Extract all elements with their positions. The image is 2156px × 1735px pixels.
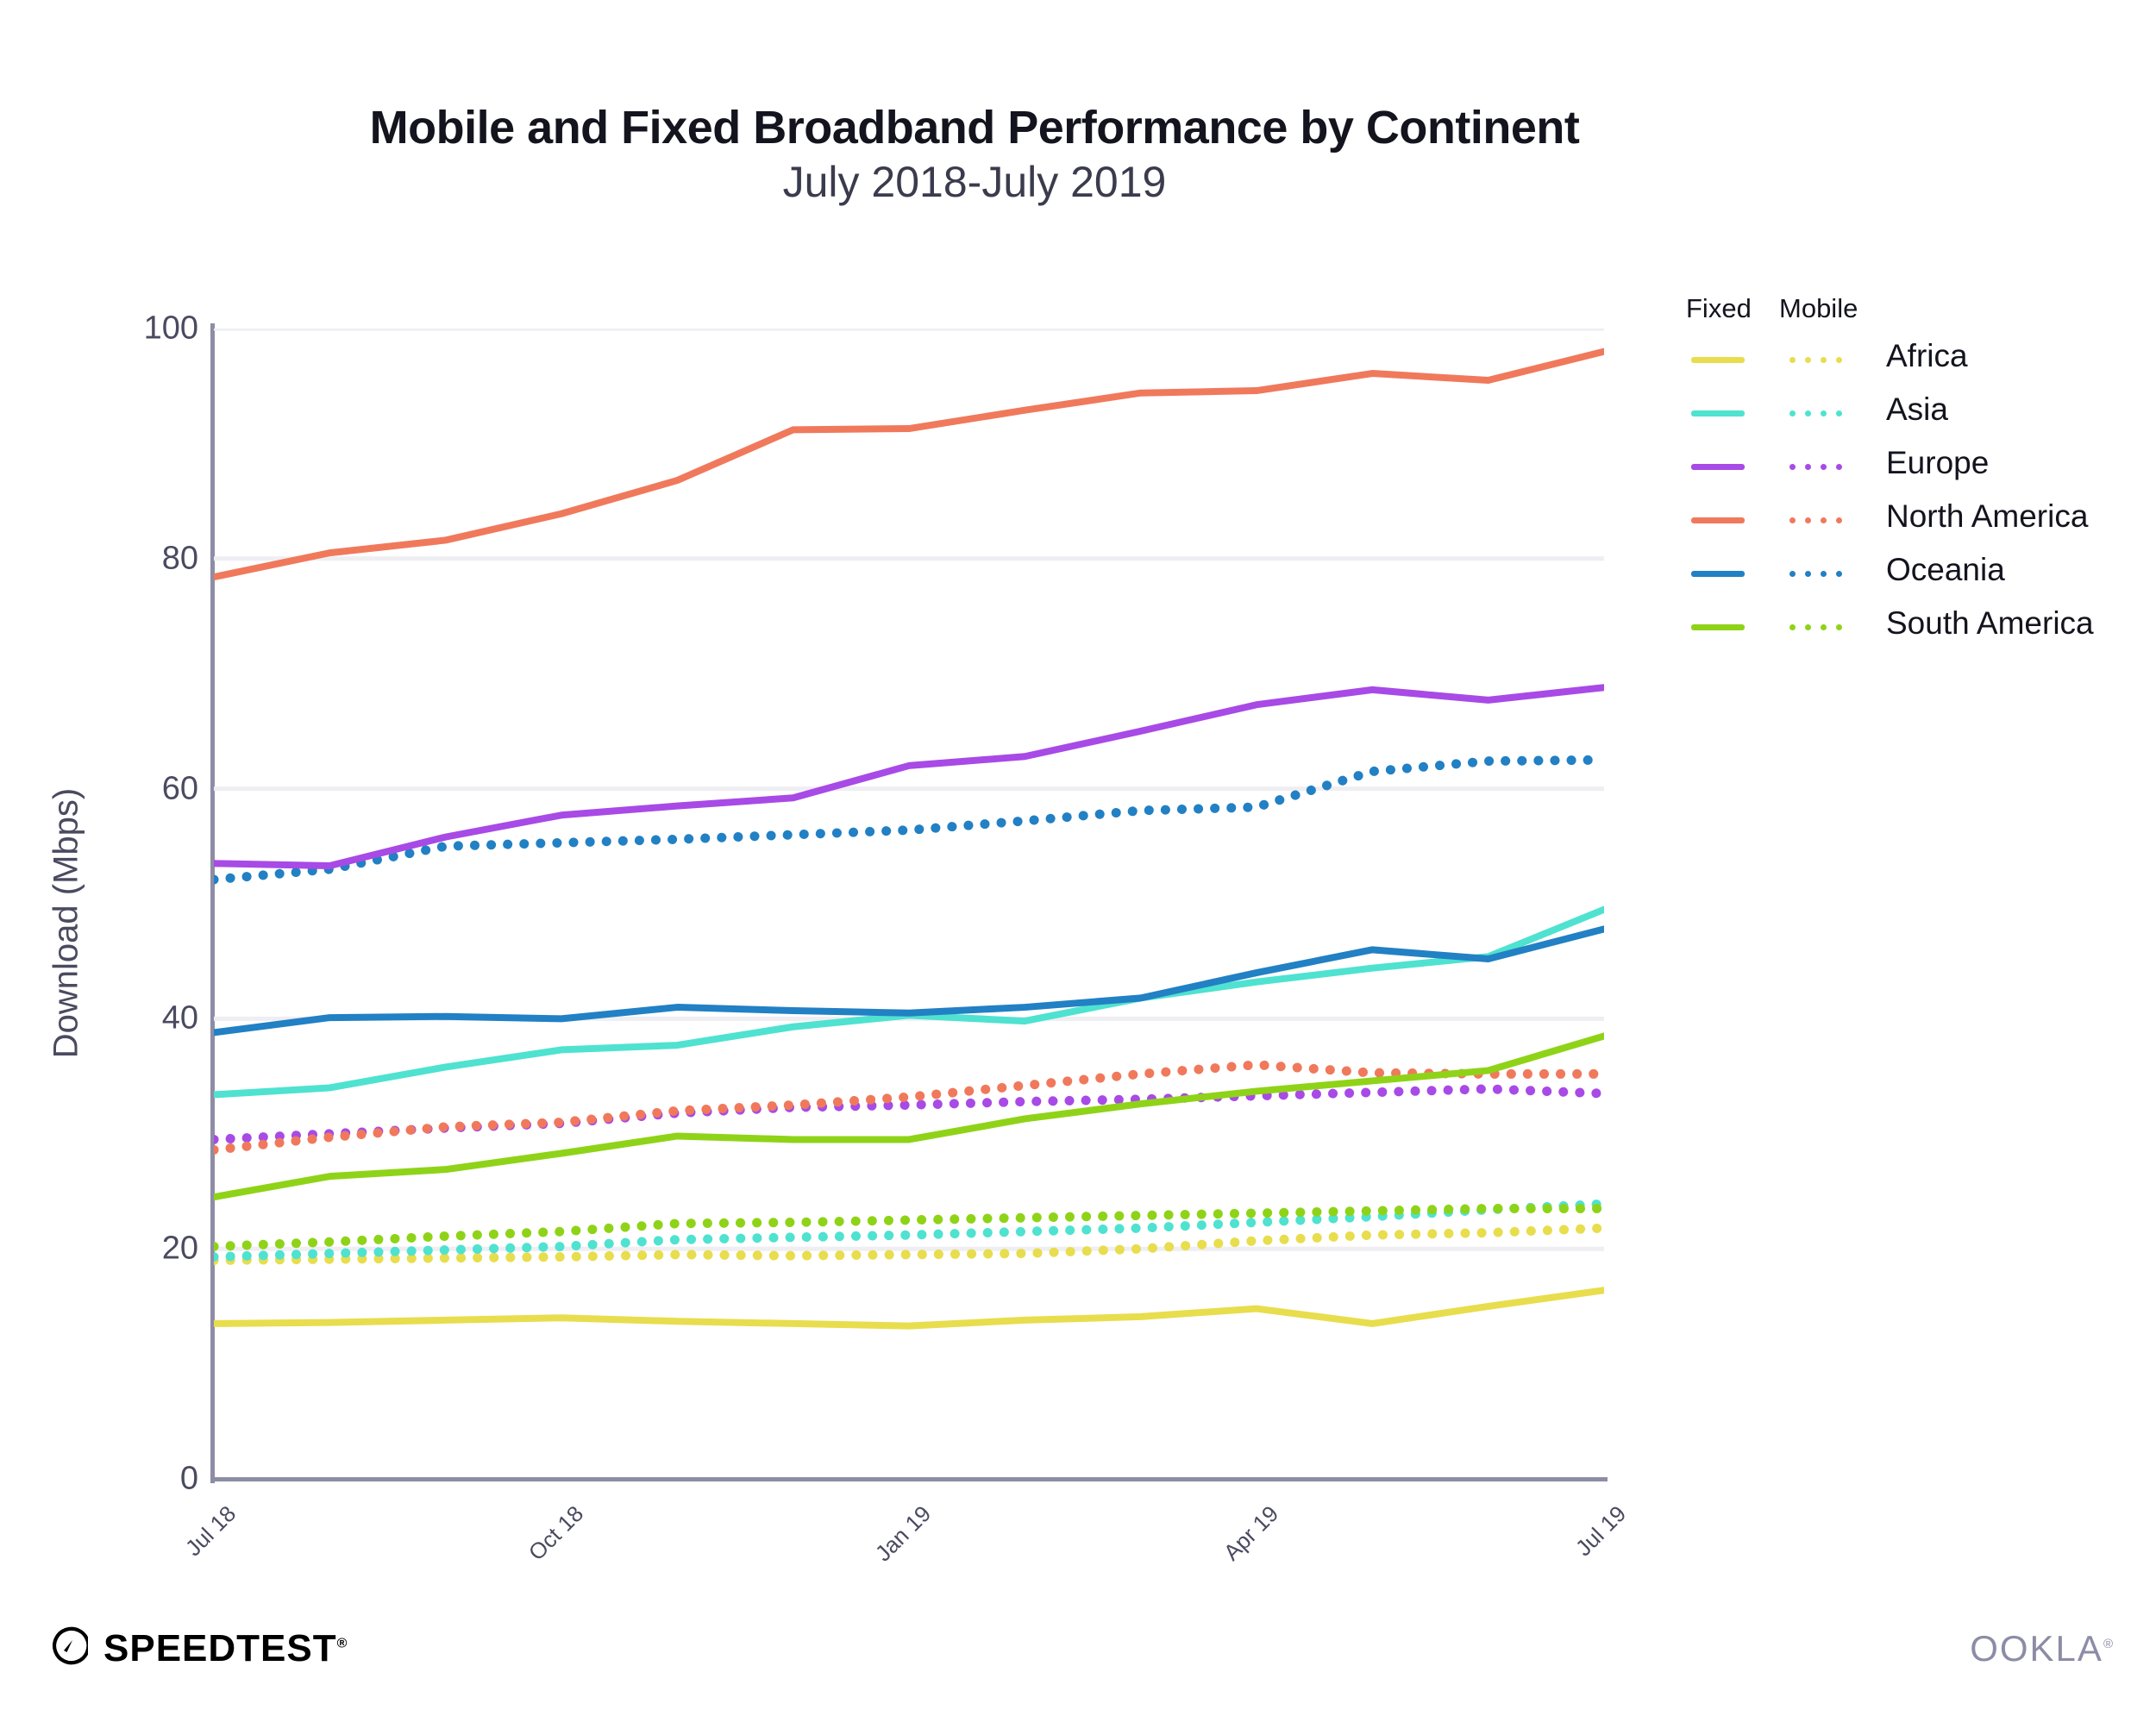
y-axis-tick-label: 40 xyxy=(161,999,198,1037)
legend-swatch-mobile xyxy=(1789,357,1843,363)
legend-dot xyxy=(1836,571,1842,577)
y-axis-line xyxy=(210,323,215,1483)
legend-dot xyxy=(1836,517,1842,523)
legend-swatch-mobile xyxy=(1789,410,1843,417)
legend-item-label: North America xyxy=(1886,498,2089,534)
legend-column-mobile: Mobile xyxy=(1779,293,1858,323)
legend-swatch-mobile xyxy=(1789,571,1843,577)
legend-dot xyxy=(1821,571,1827,577)
legend-item-north-america[interactable]: North America xyxy=(1686,493,2134,547)
y-axis-tick-label: 80 xyxy=(161,540,198,577)
legend-dot xyxy=(1836,357,1842,363)
legend-dot xyxy=(1805,357,1811,363)
title-block: Mobile and Fixed Broadband Performance b… xyxy=(0,102,1949,208)
y-axis-tick-label: 60 xyxy=(161,770,198,807)
legend-item-label: South America xyxy=(1886,605,2094,641)
speedtest-registered-mark: ® xyxy=(336,1635,348,1650)
speedometer-icon xyxy=(43,1624,91,1673)
legend-swatch-fixed xyxy=(1691,357,1745,363)
y-axis-tick-label: 0 xyxy=(179,1460,198,1497)
legend-swatch-fixed xyxy=(1691,517,1745,523)
legend-item-africa[interactable]: Africa xyxy=(1686,333,2134,386)
legend-dot xyxy=(1836,464,1842,470)
legend-column-fixed: Fixed xyxy=(1686,293,1752,323)
legend-dot xyxy=(1789,624,1796,630)
legend-dot xyxy=(1805,571,1811,577)
legend-item-europe[interactable]: Europe xyxy=(1686,440,2134,493)
legend-dot xyxy=(1789,464,1796,470)
x-axis-tick-label: Jul 19 xyxy=(1570,1500,1632,1562)
legend-rows: Africa Asia Europe North America Oceania Sout… xyxy=(1686,333,2134,654)
legend-item-label: Africa xyxy=(1886,338,1968,373)
legend-dot xyxy=(1836,624,1842,630)
legend-dot xyxy=(1805,464,1811,470)
legend-swatch-fixed xyxy=(1691,624,1745,630)
ookla-registered-mark: ® xyxy=(2103,1637,2115,1651)
legend-dot xyxy=(1789,410,1796,417)
legend-swatch-mobile xyxy=(1789,464,1843,470)
x-axis-tick-label: Oct 18 xyxy=(523,1500,589,1566)
chart-legend: Fixed Mobile Africa Asia Europe North Ameri… xyxy=(1686,293,2134,654)
legend-dot xyxy=(1821,410,1827,417)
legend-item-label: Asia xyxy=(1886,391,1948,427)
series-line xyxy=(214,925,1604,1037)
legend-dot xyxy=(1789,517,1796,523)
legend-swatch-fixed xyxy=(1691,571,1745,577)
series-line xyxy=(214,755,1604,885)
legend-dot xyxy=(1836,410,1842,417)
y-axis-tick-label: 20 xyxy=(161,1230,198,1267)
series-line xyxy=(214,1084,1604,1144)
legend-dot xyxy=(1821,517,1827,523)
series-line xyxy=(214,1199,1604,1262)
page-title: Mobile and Fixed Broadband Performance b… xyxy=(369,102,1580,153)
y-axis-tick-label: 100 xyxy=(143,310,198,347)
series-line xyxy=(214,1060,1604,1155)
legend-item-label: Oceania xyxy=(1886,552,2005,587)
speedtest-wordmark-text: SPEEDTEST xyxy=(103,1626,337,1669)
y-axis-title: Download (Mbps) xyxy=(47,787,85,1059)
legend-dot xyxy=(1821,464,1827,470)
legend-dot xyxy=(1805,410,1811,417)
speedtest-logo: SPEEDTEST® xyxy=(43,1624,348,1673)
series-line xyxy=(214,348,1604,581)
legend-item-label: Europe xyxy=(1886,445,1990,480)
legend-item-south-america[interactable]: South America xyxy=(1686,600,2134,654)
legend-dot xyxy=(1805,517,1811,523)
series-line xyxy=(214,684,1604,869)
series-line xyxy=(214,905,1604,1099)
legend-swatch-mobile xyxy=(1789,624,1843,630)
ookla-wordmark: OOKLA® xyxy=(1970,1628,2115,1669)
legend-swatch-fixed xyxy=(1691,464,1745,470)
legend-dot xyxy=(1821,357,1827,363)
series-line xyxy=(214,1287,1604,1330)
speedtest-wordmark: SPEEDTEST® xyxy=(103,1627,348,1670)
x-axis-tick-label: Jan 19 xyxy=(869,1500,937,1567)
legend-header: Fixed Mobile xyxy=(1686,293,2134,333)
ookla-wordmark-text: OOKLA xyxy=(1970,1628,2103,1669)
chart-svg xyxy=(214,329,1604,1330)
legend-item-asia[interactable]: Asia xyxy=(1686,386,2134,440)
legend-dot xyxy=(1789,357,1796,363)
series-line xyxy=(214,1223,1604,1266)
series-line xyxy=(214,1204,1604,1252)
legend-swatch-fixed xyxy=(1691,410,1745,417)
x-axis-tick-label: Apr 19 xyxy=(1218,1500,1284,1566)
y-axis-tick-labels: 0 20 40 60 80 100 xyxy=(34,0,198,1735)
legend-dot xyxy=(1789,571,1796,577)
x-axis-line xyxy=(210,1477,1608,1481)
series-line xyxy=(214,1032,1604,1201)
ookla-logo: OOKLA® xyxy=(1970,1628,2115,1669)
legend-item-oceania[interactable]: Oceania xyxy=(1686,547,2134,600)
legend-swatch-mobile xyxy=(1789,517,1843,523)
chart-plot-area xyxy=(214,329,1604,1479)
legend-dot xyxy=(1821,624,1827,630)
page-subtitle: July 2018-July 2019 xyxy=(782,158,1167,207)
legend-dot xyxy=(1805,624,1811,630)
